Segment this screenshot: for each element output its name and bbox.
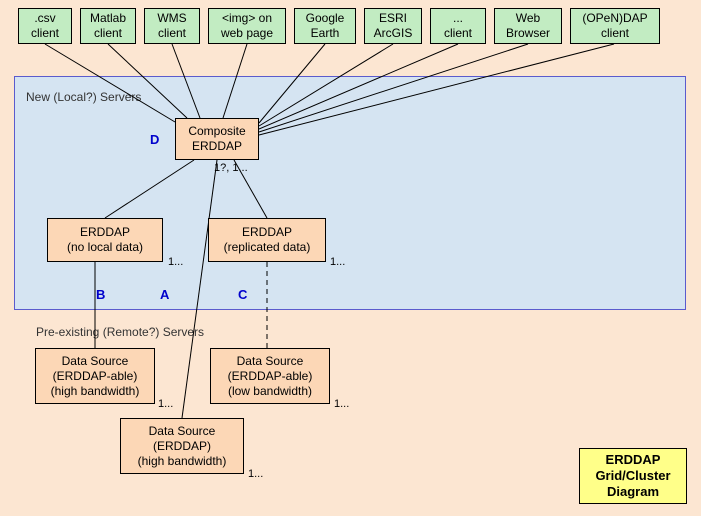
client-box-4: GoogleEarth — [294, 8, 356, 44]
data-source-erddap-able-high-bw-node: Data Source(ERDDAP-able)(high bandwidth) — [35, 348, 155, 404]
client-box-6: ...client — [430, 8, 486, 44]
title-line-2: Grid/Cluster — [595, 468, 670, 483]
mult-ds-high-able: 1... — [158, 398, 173, 410]
edge-label-A: A — [160, 287, 169, 302]
data-source-erddap-high-bw-node: Data Source(ERDDAP)(high bandwidth) — [120, 418, 244, 474]
title-line-1: ERDDAP — [606, 452, 661, 467]
title-line-3: Diagram — [607, 484, 659, 499]
client-box-5: ESRIArcGIS — [364, 8, 422, 44]
edge-label-B: B — [96, 287, 105, 302]
client-box-3: <img> onweb page — [208, 8, 286, 44]
composite-erddap-node: CompositeERDDAP — [175, 118, 259, 160]
mult-ds-erddap: 1... — [248, 468, 263, 480]
diagram-title-box: ERDDAP Grid/Cluster Diagram — [579, 448, 687, 504]
new-servers-label: New (Local?) Servers — [26, 90, 141, 104]
client-box-2: WMSclient — [144, 8, 200, 44]
client-box-8: (OPeN)DAPclient — [570, 8, 660, 44]
erddap-no-local-data-node: ERDDAP(no local data) — [47, 218, 163, 262]
erddap-replicated-data-node: ERDDAP(replicated data) — [208, 218, 326, 262]
mult-composite: 1?, 1... — [214, 162, 248, 174]
mult-ds-low-able: 1... — [334, 398, 349, 410]
new-servers-region — [14, 76, 686, 310]
mult-nolocal: 1... — [168, 256, 183, 268]
pre-existing-label: Pre-existing (Remote?) Servers — [36, 325, 204, 339]
client-box-0: .csvclient — [18, 8, 72, 44]
edge-label-D: D — [150, 132, 159, 147]
data-source-erddap-able-low-bw-node: Data Source(ERDDAP-able)(low bandwidth) — [210, 348, 330, 404]
client-box-1: Matlabclient — [80, 8, 136, 44]
edge-label-C: C — [238, 287, 247, 302]
mult-replicated: 1... — [330, 256, 345, 268]
client-box-7: WebBrowser — [494, 8, 562, 44]
